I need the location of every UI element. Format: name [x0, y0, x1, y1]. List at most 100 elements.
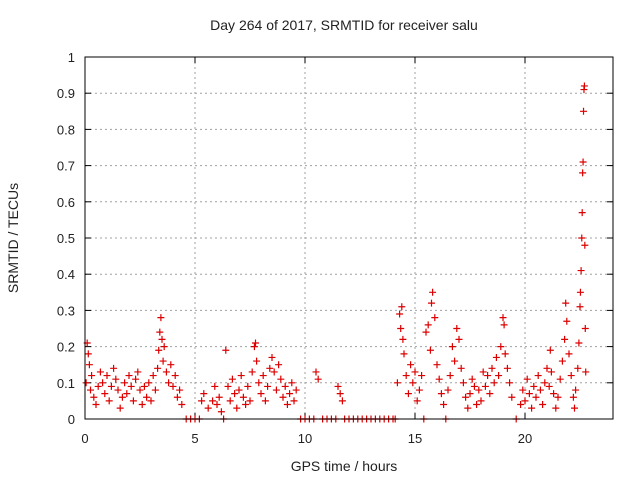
data-point	[413, 397, 421, 405]
data-point	[429, 288, 437, 296]
data-point	[457, 364, 465, 372]
data-point	[204, 404, 212, 412]
data-point	[169, 382, 177, 390]
data-point	[155, 346, 163, 354]
data-point	[563, 317, 571, 325]
data-point	[499, 314, 507, 322]
data-point	[336, 390, 344, 398]
data-point	[160, 343, 168, 351]
data-point	[149, 372, 157, 380]
data-point	[138, 401, 146, 409]
data-point	[127, 382, 135, 390]
data-point	[440, 401, 448, 409]
data-point	[237, 372, 245, 380]
data-point	[134, 368, 142, 376]
data-point	[466, 390, 474, 398]
y-tick-label: 0.9	[57, 86, 75, 101]
data-point	[397, 325, 405, 332]
data-point	[477, 397, 485, 405]
data-point	[574, 364, 582, 372]
data-point	[107, 382, 115, 390]
data-point	[554, 393, 562, 401]
data-point	[453, 325, 461, 332]
data-point	[281, 382, 289, 390]
data-point	[479, 368, 487, 376]
data-point	[231, 390, 239, 398]
y-tick-label: 1	[68, 50, 75, 65]
data-point	[451, 357, 459, 365]
data-point	[275, 361, 283, 369]
data-point	[132, 375, 140, 383]
data-point	[288, 379, 296, 387]
data-point	[167, 361, 175, 369]
data-point	[582, 368, 590, 376]
data-point	[567, 372, 575, 380]
chart-title: Day 264 of 2017, SRMTID for receiver sal…	[210, 17, 478, 33]
data-point	[464, 404, 472, 412]
data-point	[118, 393, 126, 401]
x-axis-label: GPS time / hours	[291, 458, 398, 474]
data-point	[571, 404, 578, 412]
data-point	[103, 372, 111, 380]
data-point	[459, 379, 467, 387]
data-point	[497, 343, 505, 351]
y-axis-label: SRMTID / TECUs	[5, 183, 21, 293]
data-point	[528, 404, 536, 412]
data-point	[398, 303, 406, 311]
data-point	[112, 375, 120, 383]
data-point	[268, 353, 276, 361]
data-point	[475, 386, 483, 394]
data-point	[541, 379, 549, 387]
y-tick-label: 0.7	[57, 159, 75, 174]
data-point	[576, 288, 584, 296]
data-point	[255, 379, 263, 387]
data-point	[239, 393, 247, 401]
data-point	[222, 346, 230, 354]
data-point	[217, 408, 225, 416]
y-tick-label: 0	[68, 412, 75, 427]
data-point	[259, 372, 267, 380]
y-tick-label: 0.5	[57, 231, 75, 246]
data-point	[145, 379, 153, 387]
data-point	[431, 314, 439, 322]
data-point	[580, 107, 588, 115]
data-point	[556, 375, 564, 383]
data-point	[415, 386, 423, 394]
data-point	[211, 382, 219, 390]
data-point	[486, 390, 494, 398]
data-point	[433, 361, 441, 369]
data-point	[552, 404, 560, 412]
data-point	[266, 364, 274, 372]
data-point	[534, 372, 542, 380]
data-point	[519, 386, 527, 394]
x-tick-label: 0	[81, 431, 88, 446]
data-point	[404, 390, 412, 398]
data-point	[428, 299, 435, 307]
data-point	[501, 350, 509, 358]
data-point	[418, 372, 426, 380]
data-point	[338, 397, 346, 405]
data-point	[402, 372, 410, 380]
data-point	[257, 390, 265, 398]
data-point	[173, 393, 181, 401]
data-point	[125, 372, 133, 380]
data-point	[277, 375, 285, 383]
data-point	[82, 379, 90, 387]
data-point	[455, 335, 463, 343]
data-point	[178, 401, 186, 409]
data-point	[99, 379, 107, 387]
data-point	[409, 379, 417, 387]
data-point	[426, 346, 434, 354]
data-point	[213, 401, 221, 409]
data-point	[84, 350, 92, 358]
x-tick-label: 20	[518, 431, 532, 446]
data-point	[154, 364, 162, 372]
data-point	[140, 382, 148, 390]
data-point	[506, 379, 514, 387]
data-point	[492, 353, 500, 361]
data-point	[246, 397, 254, 405]
data-point	[550, 390, 558, 398]
data-point	[400, 350, 408, 358]
data-point	[532, 393, 540, 401]
data-point	[272, 386, 280, 394]
